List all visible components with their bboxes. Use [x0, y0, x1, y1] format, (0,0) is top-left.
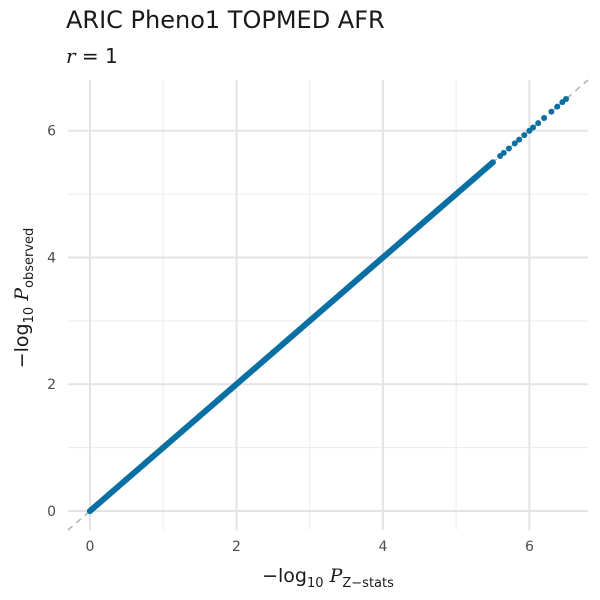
data-point	[530, 124, 537, 131]
data-point	[141, 460, 148, 467]
data-point	[398, 238, 405, 245]
data-point	[215, 397, 222, 404]
data-point	[270, 349, 277, 356]
data-point	[105, 492, 112, 499]
data-point	[471, 175, 478, 182]
x-tick-label: 4	[378, 539, 387, 555]
x-tick-labels: 0 2 4 6	[86, 539, 534, 555]
data-point	[535, 120, 542, 127]
data-point	[233, 381, 240, 388]
chart-title: ARIC Pheno1 TOPMED AFR	[66, 6, 385, 34]
data-point	[489, 159, 496, 166]
data-point	[516, 136, 523, 143]
data-point	[505, 145, 512, 152]
x-axis-title: −log10 PZ−stats	[262, 565, 394, 591]
grid-lines	[68, 80, 588, 530]
y-tick-label: 2	[47, 377, 56, 393]
y-axis-title: −log10 Pobserved	[11, 228, 37, 369]
subtitle-variable: r	[66, 44, 76, 68]
data-point	[500, 149, 507, 156]
data-point	[196, 412, 203, 419]
x-tick-label: 0	[86, 539, 95, 555]
data-point	[86, 507, 93, 514]
data-point	[379, 254, 386, 261]
data-point	[160, 444, 167, 451]
chart-subtitle: r = 1	[66, 44, 118, 68]
x-tick-label: 6	[525, 539, 534, 555]
data-point	[325, 302, 331, 308]
data-point	[416, 222, 423, 229]
data-point	[123, 476, 130, 483]
data-point	[554, 103, 561, 110]
data-point	[548, 108, 555, 115]
data-point	[343, 286, 350, 293]
data-point	[288, 333, 295, 340]
data-point	[521, 132, 528, 139]
data-points	[86, 96, 570, 514]
data-point	[434, 206, 441, 213]
y-tick-label: 6	[47, 124, 56, 140]
y-tick-label: 4	[47, 250, 56, 266]
data-point	[178, 428, 185, 435]
y-tick-label: 0	[47, 504, 56, 520]
data-point	[453, 191, 460, 198]
data-point	[306, 317, 313, 324]
data-point	[563, 96, 570, 103]
data-point	[541, 115, 548, 122]
data-point	[361, 270, 368, 277]
data-point	[511, 140, 518, 147]
subtitle-value: = 1	[75, 44, 118, 68]
x-tick-label: 2	[232, 539, 241, 555]
data-point	[251, 365, 258, 372]
y-tick-labels: 0 2 4 6	[47, 124, 56, 520]
